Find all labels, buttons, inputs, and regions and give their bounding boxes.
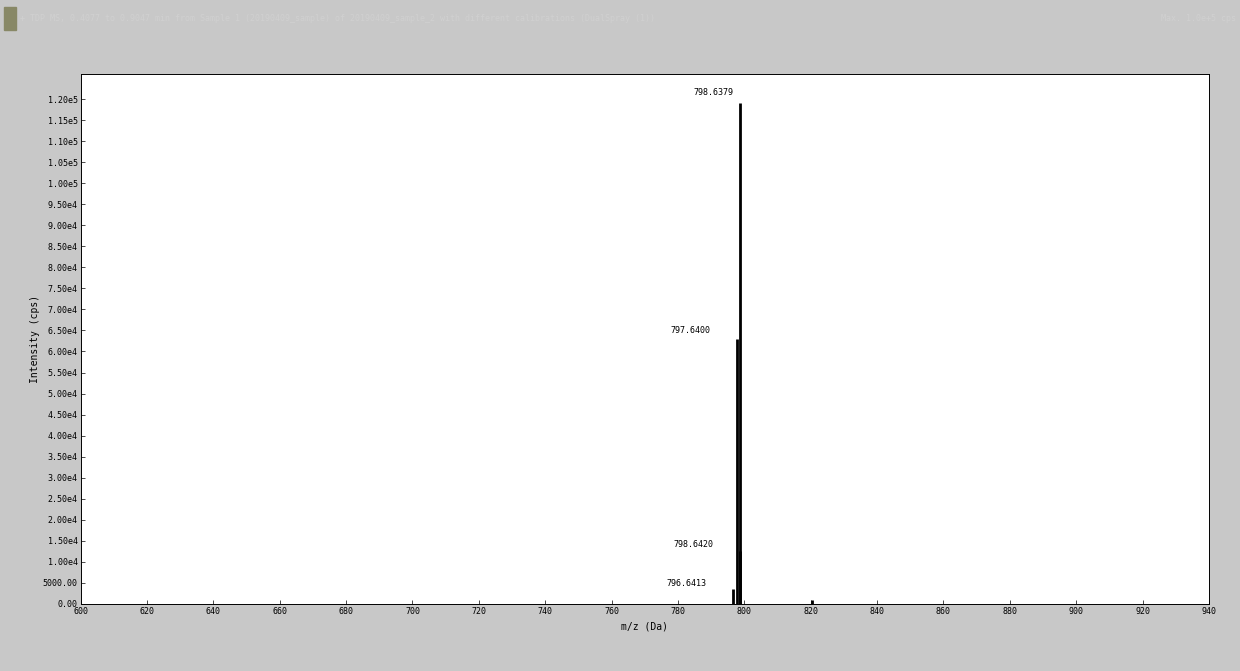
X-axis label: m/z (Da): m/z (Da) [621,621,668,631]
Bar [4,7,16,30]
Text: 796.6413: 796.6413 [667,579,707,588]
Text: 798.6420: 798.6420 [673,540,713,549]
Text: + TDP MS, 0.4077 to 0.9047 min from Sample 1 (20190409_sample) of 20190409_sampl: + TDP MS, 0.4077 to 0.9047 min from Samp… [20,14,655,23]
Text: 797.6400: 797.6400 [670,325,711,335]
Text: 798.6379: 798.6379 [693,88,733,97]
Text: Max. 1.0e+5 cps: Max. 1.0e+5 cps [1162,14,1236,23]
Y-axis label: Intensity (cps): Intensity (cps) [30,295,40,383]
